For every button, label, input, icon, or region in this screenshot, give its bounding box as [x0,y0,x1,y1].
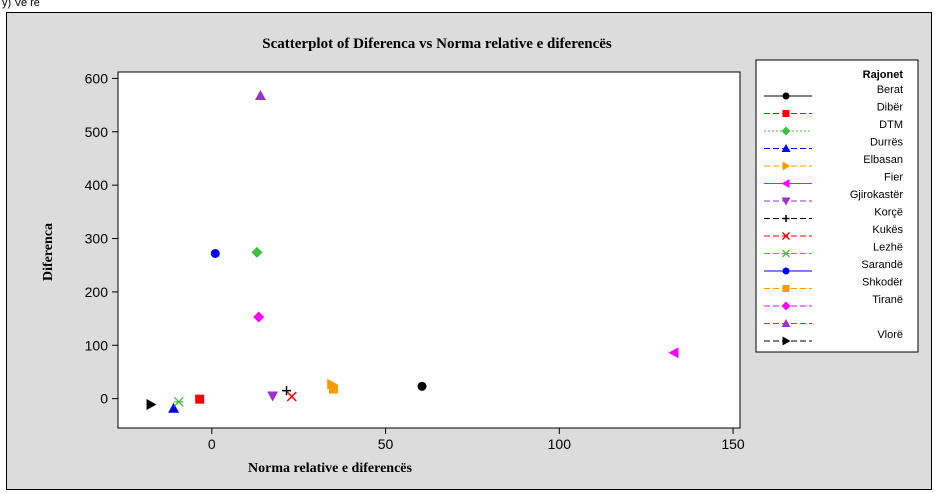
legend-marker [781,126,791,136]
legend-marker [782,249,790,258]
data-point-3 [168,402,180,413]
legend-label: Tiranë [872,294,903,306]
legend-label: Kukës [872,224,903,236]
data-point-6 [267,391,279,402]
legend-marker [781,319,791,327]
data-point-12 [253,311,265,323]
data-point-5 [668,347,679,359]
legend-marker [781,179,790,188]
y-axis-label: Diferenca [41,223,56,281]
legend-marker [781,231,791,241]
data-point-11 [328,384,338,394]
y-tick-label: 300 [85,231,109,247]
data-point-0 [417,381,427,391]
y-tick-label: 100 [85,337,109,353]
y-tick-label: 600 [85,70,109,86]
data-point-9 [173,396,184,407]
legend-marker [781,197,791,206]
legend-marker [782,92,790,100]
plot-area [117,71,741,429]
x-axis-label: Norma relative e diferencës [248,461,412,476]
x-tick-label: 0 [208,436,216,452]
legend-label: Vlorë [877,329,903,341]
legend-item-8: Kukës [764,224,903,237]
data-point-10 [210,248,220,258]
x-tick-label: 150 [721,436,745,452]
data-point-2 [251,246,263,258]
data-point-13 [254,89,266,100]
legend-box [755,59,919,353]
legend-marker [781,144,791,152]
legend-marker [782,110,790,117]
y-tick-label: 400 [85,177,109,193]
legend-label: Lezhë [873,242,903,254]
data-point-1 [195,394,205,404]
legend-label: Sarandë [861,259,903,271]
y-tick-label: 500 [85,124,109,140]
legend-marker [782,215,790,222]
legend-marker [782,267,790,275]
legend-label: Elbasan [863,154,903,166]
chart-title: Scatterplot of Diferenca vs Norma relati… [262,36,612,52]
legend-title: Rajonet [863,69,904,81]
data-point-14 [146,399,157,411]
legend-label: Shkodër [862,277,903,289]
x-tick-label: 100 [548,436,572,452]
x-tick-label: 50 [378,436,394,452]
data-point-8 [286,391,297,402]
top-fragment-text: y) Ve rë [2,0,40,9]
legend-marker [782,285,790,292]
legend-label: Gjirokastër [850,189,904,201]
legend-label: Durrës [870,137,904,149]
legend-label: Fier [884,172,903,184]
legend-label: DTM [879,119,903,131]
legend-label: Dibër [877,102,904,114]
legend-label: Korçë [874,207,903,219]
data-point-7 [282,386,292,396]
y-tick-label: 200 [85,284,109,300]
y-tick-label: 0 [100,391,108,407]
legend-marker [781,301,791,311]
legend-marker [782,336,791,346]
legend-marker [782,161,791,171]
legend-label: Berat [877,84,903,96]
top-text-fragment: y) Ve rë [0,0,935,12]
